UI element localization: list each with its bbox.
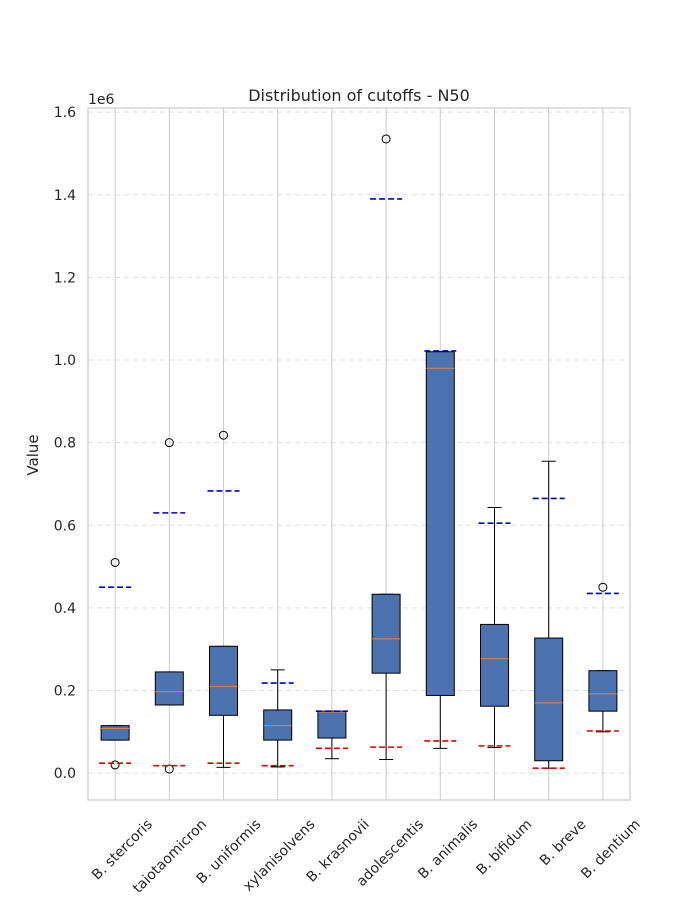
y-tick-label: 0.4 <box>54 601 76 617</box>
iqr-box <box>480 623 509 707</box>
box-group <box>99 557 132 770</box>
outlier-point <box>164 764 174 774</box>
outlier-point <box>164 438 174 448</box>
plot-layer <box>99 134 619 774</box>
outlier-point <box>381 134 391 144</box>
box-group <box>532 460 565 769</box>
box-group <box>315 710 348 760</box>
y-tick-label: 0.8 <box>54 436 76 452</box>
outlier-point <box>110 760 120 770</box>
y-tick-label: 1.6 <box>54 105 76 121</box>
outlier-point <box>219 430 228 440</box>
y-tick-label: 0.6 <box>54 518 76 534</box>
iqr-box <box>534 637 564 762</box>
iqr-box <box>371 593 401 674</box>
iqr-box <box>100 725 130 741</box>
x-tick-label: B. bifidum <box>473 817 535 879</box>
box-group <box>478 507 511 749</box>
y-tick-label: 0.2 <box>54 684 76 700</box>
box-group <box>586 582 619 733</box>
box-group <box>424 350 457 749</box>
box-group <box>370 134 403 761</box>
iqr-box <box>588 670 618 712</box>
box-group <box>261 669 294 768</box>
outlier-point <box>110 557 120 567</box>
iqr-box <box>317 710 347 739</box>
outlier-point <box>598 582 608 592</box>
y-tick-label: 1.2 <box>54 270 76 286</box>
y-tick-label: 0.0 <box>54 766 76 782</box>
iqr-box <box>209 645 238 716</box>
y-tick-label: 1.4 <box>54 188 76 204</box>
y-offset-label: 1e6 <box>88 92 115 108</box>
iqr-box <box>263 709 293 741</box>
x-tick-label: B. breve <box>537 817 590 870</box>
iqr-box <box>425 351 455 696</box>
axis-layer: 0.00.20.40.60.81.01.21.41.6B. stercorist… <box>54 105 644 896</box>
chart-title: Distribution of cutoffs - N50 <box>248 86 470 105</box>
plot-frame <box>87 107 631 801</box>
iqr-box <box>154 671 184 706</box>
box-group <box>153 438 186 774</box>
y-axis-label: Value <box>24 434 42 475</box>
box-group <box>207 430 240 768</box>
y-tick-label: 1.0 <box>54 353 76 369</box>
